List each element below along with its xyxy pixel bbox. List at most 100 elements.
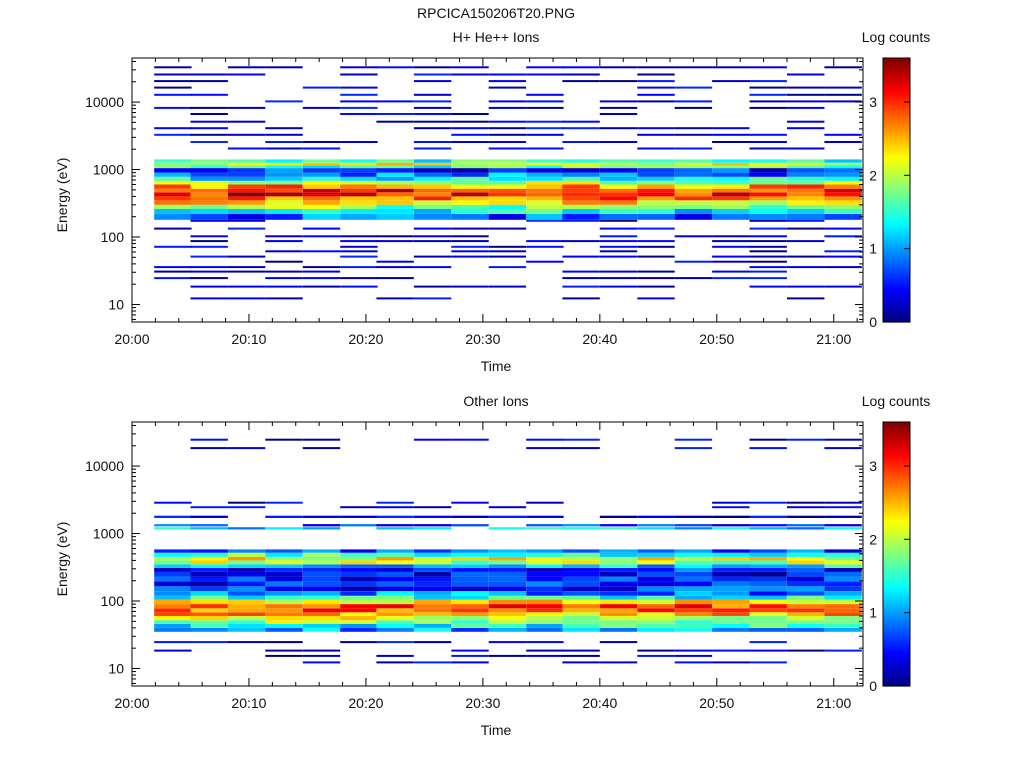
heatmap-cell: [227, 608, 266, 613]
colorbar-segment: [883, 461, 910, 465]
heatmap-cell: [526, 159, 564, 163]
colorbar-tick-label: 3: [869, 94, 877, 110]
heatmap-cell: [302, 576, 341, 582]
heatmap-cell: [824, 100, 862, 103]
heatmap-cell: [154, 641, 192, 644]
heatmap-cell: [562, 654, 600, 657]
colorbar-segment: [883, 260, 910, 264]
colorbar-segment: [883, 466, 910, 469]
colorbar-segment: [883, 242, 910, 246]
heatmap-cell: [227, 604, 266, 609]
heatmap-cell: [562, 176, 600, 181]
colorbar-segment: [883, 496, 910, 500]
colorbar-segment: [883, 97, 910, 101]
heatmap-cell: [376, 113, 414, 115]
heatmap-cell: [562, 240, 600, 243]
heatmap-cell: [562, 188, 600, 193]
heatmap-cell: [599, 184, 638, 189]
colorbar-segment: [883, 602, 910, 606]
heatmap-cell: [413, 549, 452, 553]
colorbar-segment: [883, 622, 910, 625]
heatmap-cell: [451, 595, 489, 600]
heatmap-cell: [824, 524, 862, 527]
heatmap-cell: [190, 219, 228, 222]
heatmap-cell: [302, 581, 341, 587]
heatmap-cell: [451, 235, 489, 238]
colorbar-segment: [883, 306, 910, 310]
colorbar-segment: [883, 481, 910, 485]
colorbar-segment: [883, 192, 910, 195]
colorbar-segment: [883, 516, 910, 520]
heatmap-cell: [526, 649, 564, 652]
heatmap-cell: [376, 654, 414, 657]
colorbar-segment: [883, 216, 910, 220]
heatmap-cell: [340, 556, 378, 561]
heatmap-cell: [376, 162, 414, 166]
heatmap-cell: [265, 159, 303, 163]
heatmap-cell: [562, 576, 600, 582]
colorbar-segment: [883, 558, 910, 562]
heatmap-cell: [749, 591, 787, 596]
heatmap-cell: [674, 616, 713, 621]
colorbar-segment: [883, 238, 910, 242]
colorbar-segment: [883, 521, 910, 524]
colorbar-segment: [883, 661, 910, 665]
heatmap-cell: [526, 581, 564, 587]
heatmap-cell: [488, 250, 527, 253]
heatmap-cell: [451, 255, 489, 258]
heatmap-cell: [749, 172, 787, 177]
heatmap-cell: [488, 172, 527, 177]
heatmap-cell: [712, 581, 750, 587]
heatmap-cell: [265, 141, 303, 143]
heatmap-cell: [302, 564, 341, 568]
heatmap-cell: [824, 586, 862, 592]
heatmap-cell: [599, 599, 638, 605]
heatmap-cell: [154, 168, 192, 173]
heatmap-cell: [824, 616, 862, 621]
heatmap-cell: [340, 113, 378, 115]
heatmap-cell: [376, 604, 414, 609]
colorbar-segment: [883, 490, 910, 493]
heatmap-cell: [488, 106, 527, 109]
heatmap-cell: [488, 567, 527, 572]
heatmap-cell: [562, 591, 600, 596]
heatmap-cell: [340, 564, 378, 568]
heatmap-cell: [637, 162, 675, 166]
heatmap-cell: [526, 560, 564, 565]
heatmap-cell: [599, 277, 638, 280]
y-tick-label: 10000: [85, 94, 124, 110]
heatmap-cell: [488, 556, 527, 561]
colorbar-segment: [883, 77, 910, 81]
heatmap-cell: [712, 612, 750, 616]
colorbar-tick-label: 0: [869, 678, 877, 694]
heatmap-cell: [712, 616, 750, 621]
heatmap-cell: [154, 188, 192, 193]
heatmap-cell: [376, 549, 414, 553]
y-tick-label: 100: [101, 593, 125, 609]
heatmap-cell: [190, 209, 228, 214]
heatmap-cell: [712, 245, 750, 248]
heatmap-cell: [340, 250, 378, 253]
heatmap-cell: [637, 200, 675, 205]
colorbar-segment: [883, 267, 910, 270]
heatmap-cell: [526, 73, 564, 76]
x-tick-label: 20:20: [348, 695, 383, 711]
heatmap-cell: [787, 209, 825, 214]
heatmap-cell: [599, 608, 638, 613]
colorbar-segment: [883, 582, 910, 586]
panel-1-colorbar: 0 1 2 3: [869, 57, 911, 330]
heatmap-cell: [413, 106, 452, 109]
heatmap-cell: [674, 524, 713, 527]
heatmap-cell: [376, 209, 414, 214]
heatmap-cell: [227, 501, 266, 504]
colorbar-segment: [883, 525, 910, 529]
heatmap-cell: [265, 581, 303, 587]
colorbar-segment: [883, 543, 910, 546]
heatmap-cell: [154, 623, 192, 628]
heatmap-cell: [712, 159, 750, 163]
heatmap-cell: [451, 66, 489, 69]
heatmap-cell: [712, 277, 750, 280]
colorbar-segment: [883, 273, 910, 277]
heatmap-cell: [824, 649, 862, 652]
heatmap-cell: [190, 627, 228, 632]
